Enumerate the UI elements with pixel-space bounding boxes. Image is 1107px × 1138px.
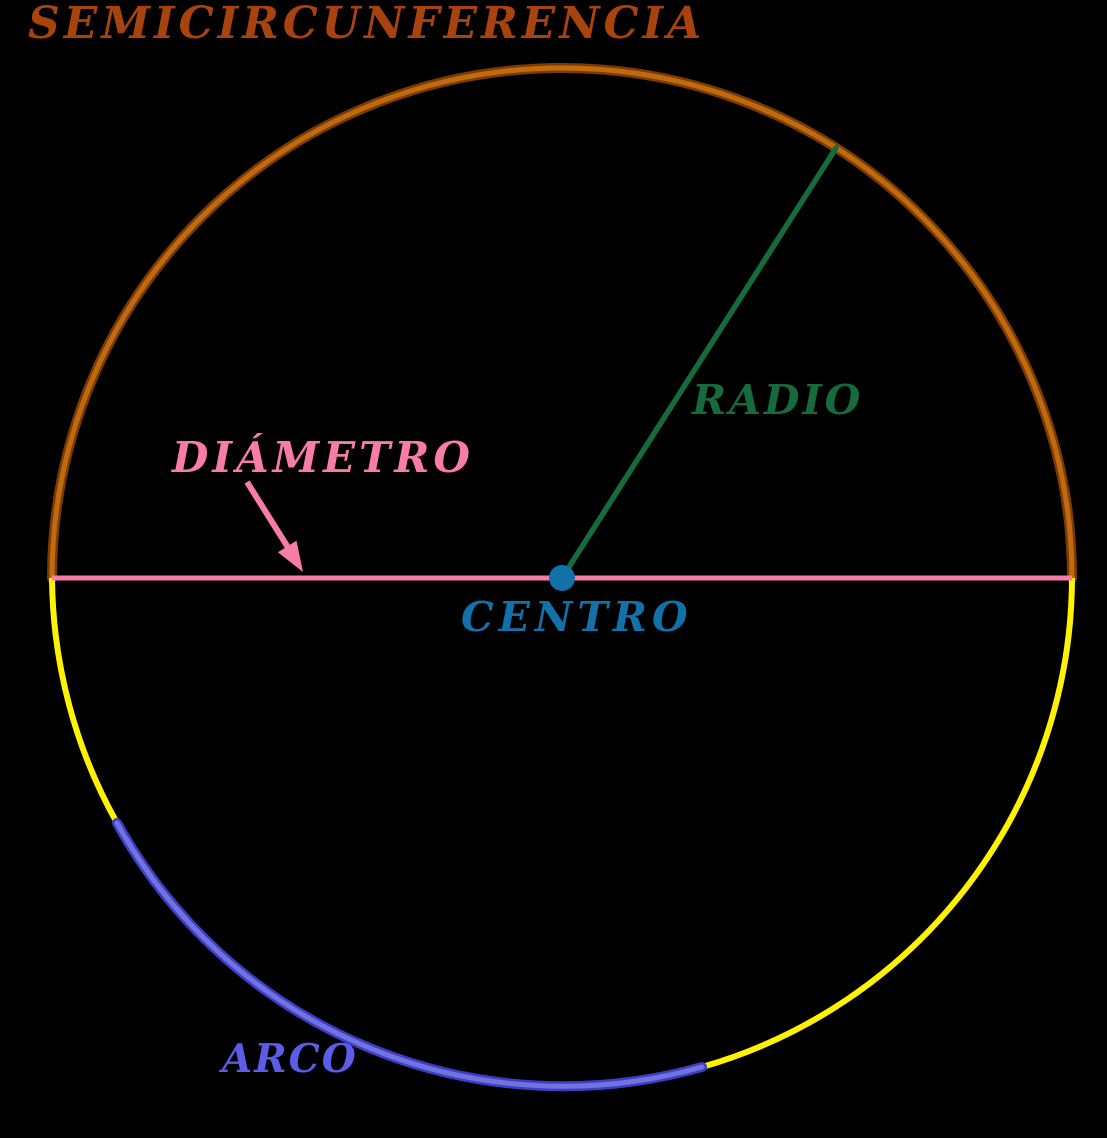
diameter-label: DIÁMETRO	[172, 433, 474, 482]
radius-line	[559, 145, 839, 581]
semicircumference-arc-outline	[47, 63, 1077, 583]
diameter-arrowhead-icon	[277, 540, 303, 572]
diameter-arrow-shaft	[244, 480, 292, 551]
minor-arc-right-yellow	[701, 577, 1075, 1070]
radius-label: RADIO	[692, 376, 864, 424]
center-label: CENTRO	[461, 593, 693, 641]
minor-arc-left-yellow	[49, 577, 120, 825]
semicircumference-arc	[49, 65, 1075, 581]
arc-arco	[114, 820, 705, 1089]
semicircumference-label: SEMICIRCUNFERENCIA	[28, 0, 706, 49]
arc-label: ARCO	[222, 1036, 358, 1082]
arc-arco-outline	[112, 818, 707, 1092]
center-dot	[549, 565, 575, 591]
